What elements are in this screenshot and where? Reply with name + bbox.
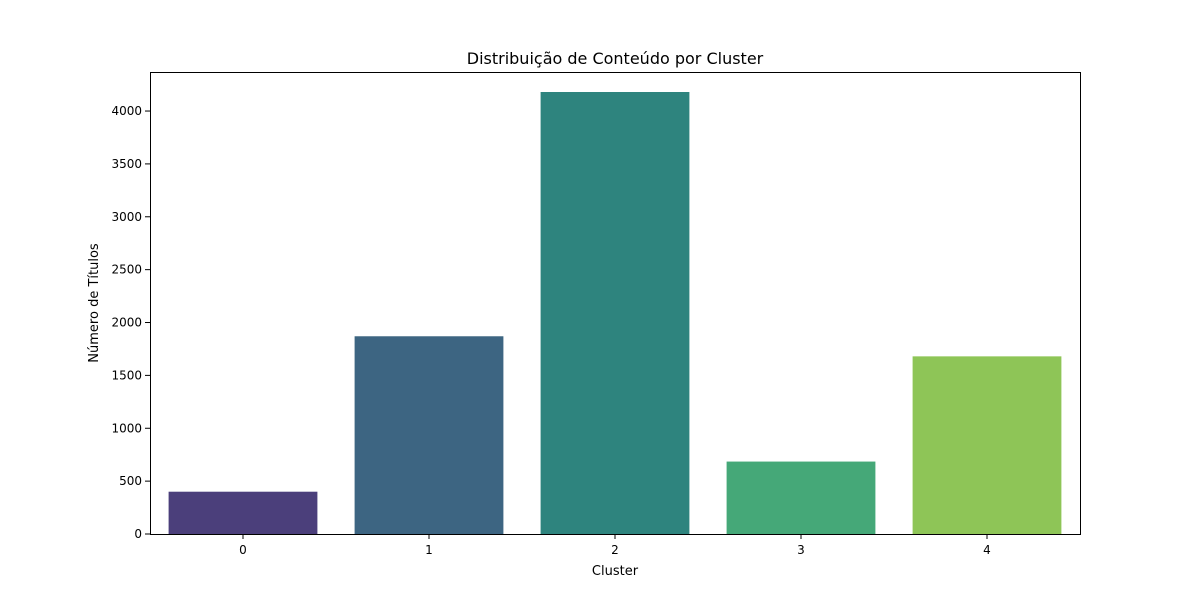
bars-group: [168, 92, 1062, 534]
y-tick-label: 3000: [111, 210, 142, 224]
x-tick-label: 3: [797, 543, 805, 557]
y-axis: 0 500 1000 1500 2000 2500 3000 3500 4000: [111, 104, 150, 541]
bar-cluster-2: [540, 92, 690, 534]
x-tick-label: 0: [239, 543, 247, 557]
bar-cluster-3: [726, 461, 876, 534]
x-axis: 0 1 2 3 4: [239, 534, 991, 557]
y-tick-label: 2000: [111, 316, 142, 330]
x-tick-label: 4: [983, 543, 991, 557]
plot-frame: [150, 72, 1081, 535]
bar-cluster-4: [912, 356, 1062, 534]
y-tick-label: 4000: [111, 104, 142, 118]
x-axis-label: Cluster: [592, 564, 639, 579]
y-tick-label: 1500: [111, 368, 142, 382]
y-tick-label: 3500: [111, 157, 142, 171]
y-axis-label: Número de Títulos: [87, 243, 102, 363]
x-tick-label: 1: [425, 543, 433, 557]
x-tick-label: 2: [611, 543, 619, 557]
y-tick-label: 0: [134, 527, 142, 541]
chart-title: Distribuição de Conteúdo por Cluster: [467, 49, 764, 68]
y-tick-label: 1000: [111, 421, 142, 435]
bar-cluster-1: [354, 336, 504, 534]
y-tick-label: 500: [119, 474, 142, 488]
bar-cluster-0: [168, 491, 318, 534]
y-tick-label: 2500: [111, 263, 142, 277]
